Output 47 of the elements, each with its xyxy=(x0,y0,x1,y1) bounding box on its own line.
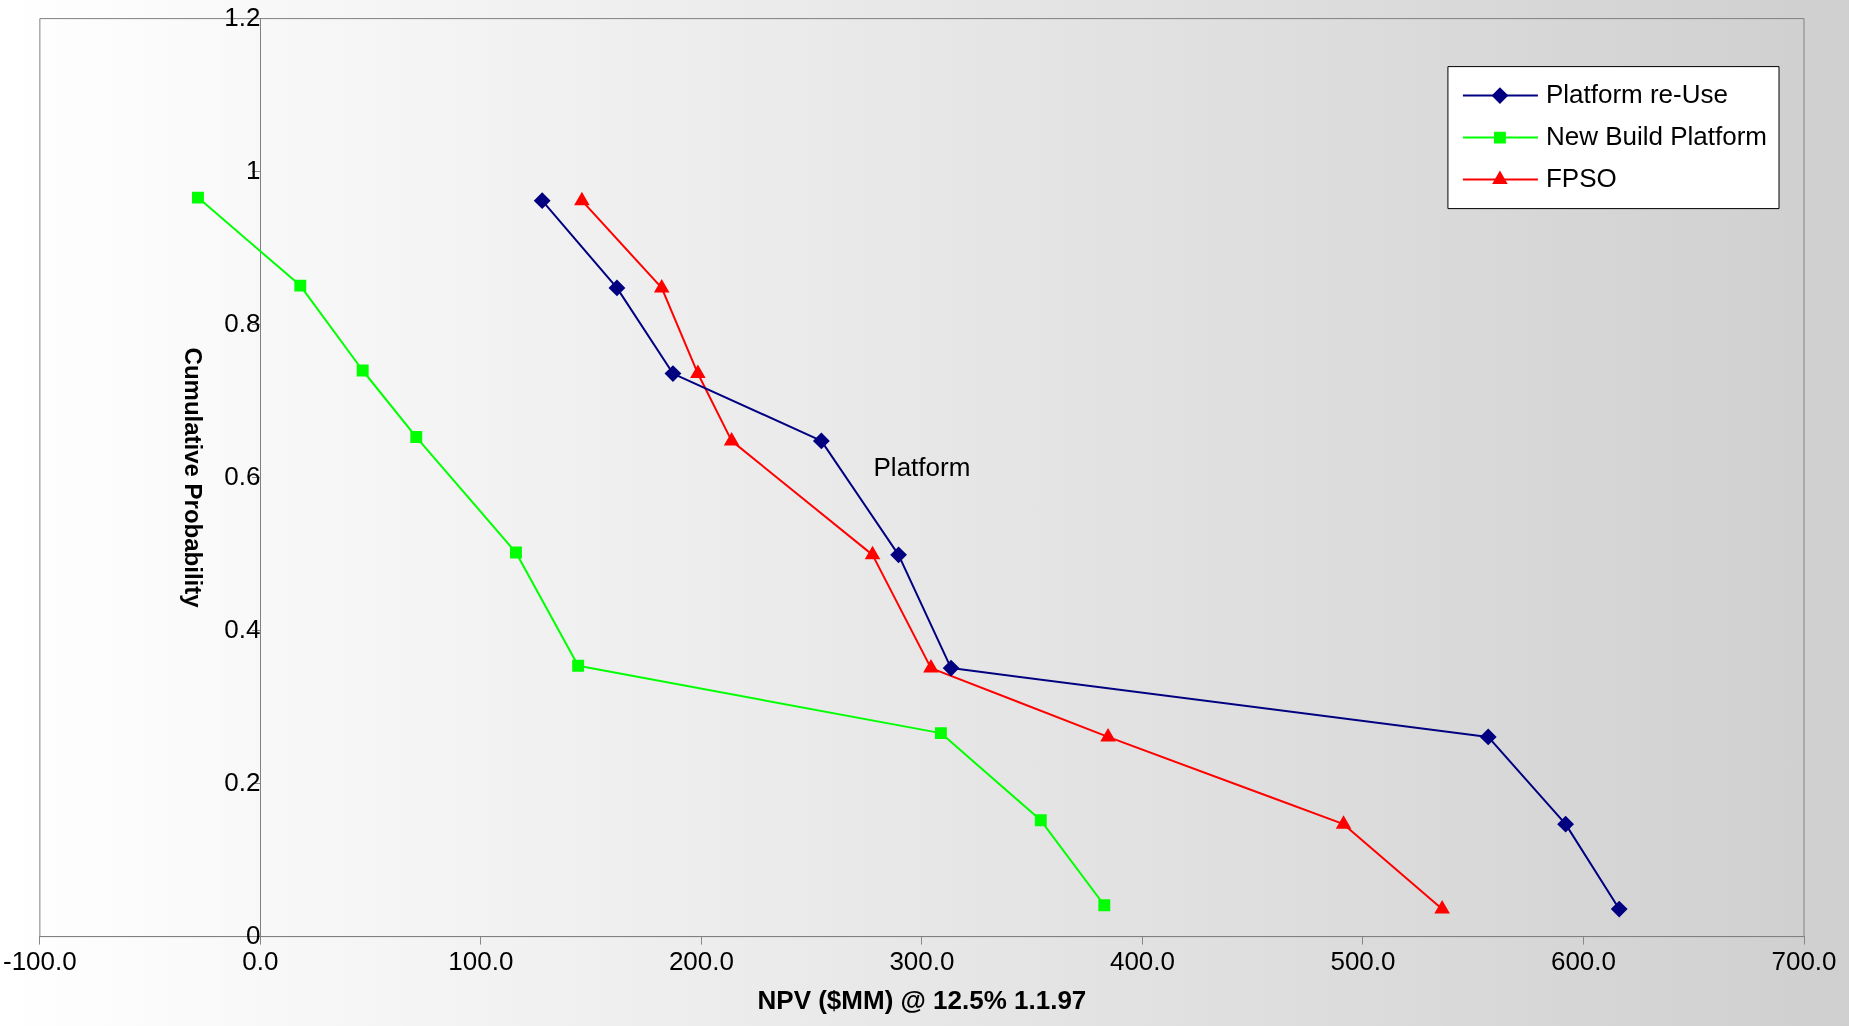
point xyxy=(724,432,739,446)
y-tick-label: 0.4 xyxy=(224,613,261,644)
legend-label: FPSO xyxy=(1545,162,1617,193)
x-tick-label: 200.0 xyxy=(668,946,734,977)
y-axis-title: Cumulative Probability xyxy=(180,347,208,609)
y-tick-label: 1.2 xyxy=(224,1,261,32)
x-tick-label: 700.0 xyxy=(1771,946,1837,977)
x-axis-title: NPV ($MM) @ 12.5% 1.1.97 xyxy=(757,984,1087,1015)
point xyxy=(1336,816,1351,829)
point xyxy=(690,365,705,379)
point xyxy=(1034,814,1047,827)
point xyxy=(192,191,204,204)
point xyxy=(943,660,960,677)
point xyxy=(923,660,939,673)
point xyxy=(1611,901,1628,918)
point xyxy=(813,432,830,449)
y-tick-label: 0.6 xyxy=(224,460,261,491)
point xyxy=(294,279,307,292)
y-tick-label: 0.2 xyxy=(224,766,261,797)
point xyxy=(1100,728,1116,742)
x-tick-label: 400.0 xyxy=(1109,946,1175,977)
y-tick-label: 1 xyxy=(245,154,261,185)
point xyxy=(572,659,585,672)
x-tick-label: 300.0 xyxy=(889,946,955,977)
x-tick-label: -100.0 xyxy=(2,946,77,977)
point xyxy=(1480,728,1497,745)
point xyxy=(934,727,947,740)
point xyxy=(574,192,589,206)
annotation: Platform xyxy=(873,451,971,482)
x-tick-label: 600.0 xyxy=(1550,946,1617,977)
x-tick-label: 500.0 xyxy=(1330,946,1396,977)
x-tick-label: 100.0 xyxy=(448,946,514,977)
point xyxy=(608,279,625,296)
y-tick-label: 0.8 xyxy=(224,307,261,338)
point xyxy=(1435,901,1450,914)
legend-label: New Build Platform xyxy=(1545,120,1767,151)
point xyxy=(534,192,551,209)
point xyxy=(1098,899,1111,912)
point xyxy=(890,546,907,563)
legend-label: Platform re-Use xyxy=(1545,78,1728,109)
point xyxy=(510,546,522,559)
point xyxy=(664,365,681,382)
point xyxy=(865,546,880,560)
point xyxy=(410,431,423,444)
point xyxy=(1557,816,1574,833)
point xyxy=(654,279,669,293)
point xyxy=(356,364,369,377)
